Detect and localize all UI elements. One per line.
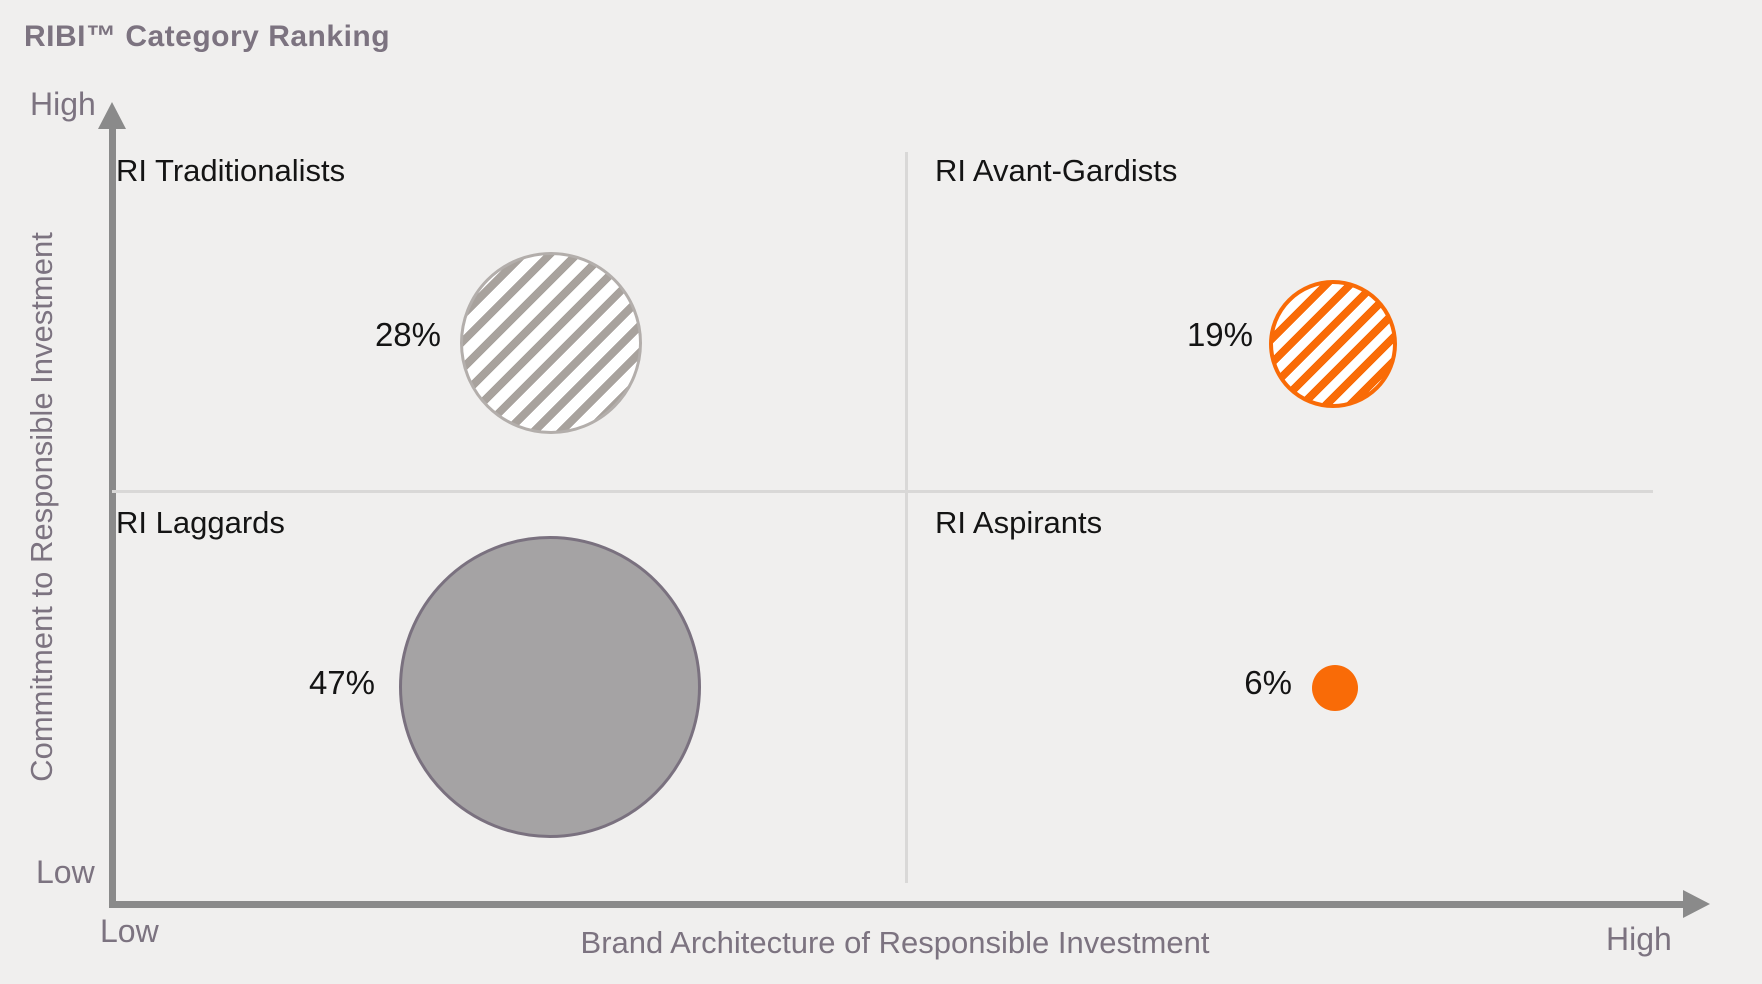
value-label-aspirants: 6% bbox=[1244, 664, 1292, 701]
chart-title: RIBI™ Category Ranking bbox=[24, 20, 391, 53]
value-label-laggards: 47% bbox=[308, 664, 375, 701]
y-axis-line bbox=[109, 126, 116, 908]
quadrant-divider-horizontal bbox=[112, 490, 1653, 493]
quadrant-label-traditionalists: RI Traditionalists bbox=[116, 153, 346, 188]
x-axis-high-label: High bbox=[1606, 921, 1672, 957]
quadrant-label-laggards: RI Laggards bbox=[116, 505, 285, 540]
y-axis-high-label: High bbox=[30, 86, 96, 122]
value-label-traditionalists: 28% bbox=[374, 316, 441, 353]
x-axis-line bbox=[109, 901, 1685, 908]
x-axis-title: Brand Architecture of Responsible Invest… bbox=[580, 925, 1210, 960]
x-axis-arrow-icon bbox=[1683, 890, 1710, 918]
value-label-avant-gardists: 19% bbox=[1186, 316, 1253, 353]
y-axis-arrow-icon bbox=[98, 102, 126, 129]
quadrant-label-avant-gardists: RI Avant-Gardists bbox=[935, 153, 1178, 188]
x-axis-low-label: Low bbox=[100, 913, 159, 949]
y-axis-low-label: Low bbox=[36, 854, 95, 890]
y-axis-title: Commitment to Responsible Investment bbox=[24, 232, 59, 782]
bubble-laggards bbox=[399, 536, 701, 838]
bubble-avant-gardists bbox=[1269, 280, 1397, 408]
bubble-traditionalists bbox=[460, 252, 642, 434]
quadrant-label-aspirants: RI Aspirants bbox=[935, 505, 1103, 540]
quadrant-divider-vertical bbox=[905, 152, 908, 883]
bubble-aspirants bbox=[1312, 665, 1358, 711]
